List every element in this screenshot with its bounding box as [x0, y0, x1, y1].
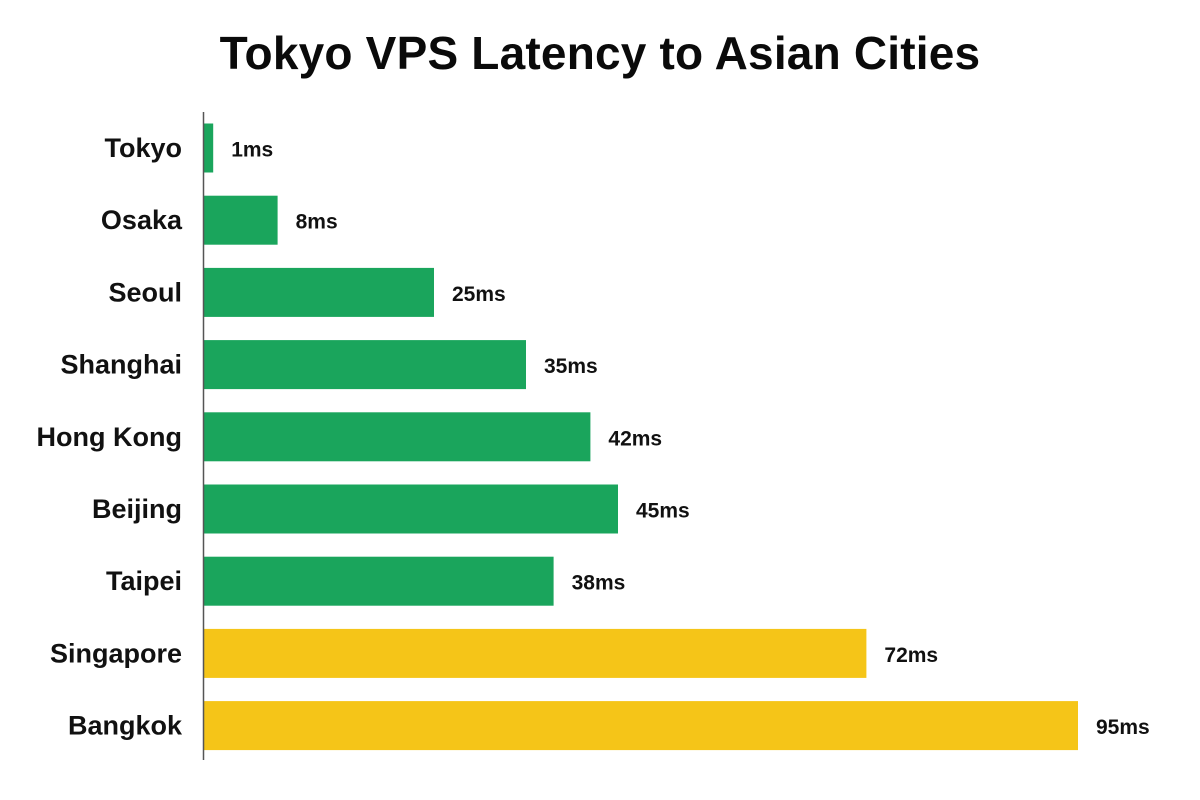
category-label: Taipei — [106, 566, 182, 596]
bar-seoul — [204, 267, 434, 317]
bar-taipei — [204, 556, 554, 606]
category-label: Osaka — [101, 205, 183, 235]
category-label: Singapore — [50, 638, 182, 668]
category-label: Seoul — [108, 277, 182, 307]
bar-osaka — [204, 195, 278, 245]
value-label: 25ms — [452, 283, 506, 306]
value-label: 38ms — [572, 572, 626, 595]
category-label: Hong Kong — [37, 422, 182, 452]
value-label: 35ms — [544, 355, 598, 378]
bar-hong-kong — [204, 412, 591, 462]
labels-layer: Tokyo 1ms Osaka 8ms Seoul 25ms Shanghai 35ms Hon… — [37, 133, 1150, 741]
category-label: Bangkok — [68, 711, 183, 741]
chart-title: Tokyo VPS Latency to Asian Cities — [219, 27, 981, 79]
value-label: 8ms — [296, 211, 338, 234]
value-label: 95ms — [1096, 716, 1150, 739]
bar-tokyo — [204, 123, 214, 173]
bar-beijing — [204, 484, 618, 534]
value-label: 72ms — [884, 644, 938, 667]
value-label: 1ms — [231, 139, 273, 162]
category-label: Tokyo — [104, 133, 182, 163]
category-label: Beijing — [92, 494, 182, 524]
category-label: Shanghai — [60, 350, 182, 380]
bar-shanghai — [204, 340, 526, 390]
bar-bangkok — [204, 701, 1078, 751]
bar-singapore — [204, 628, 867, 678]
value-label: 42ms — [608, 427, 662, 450]
bars-layer — [204, 123, 1078, 751]
value-label: 45ms — [636, 500, 690, 523]
